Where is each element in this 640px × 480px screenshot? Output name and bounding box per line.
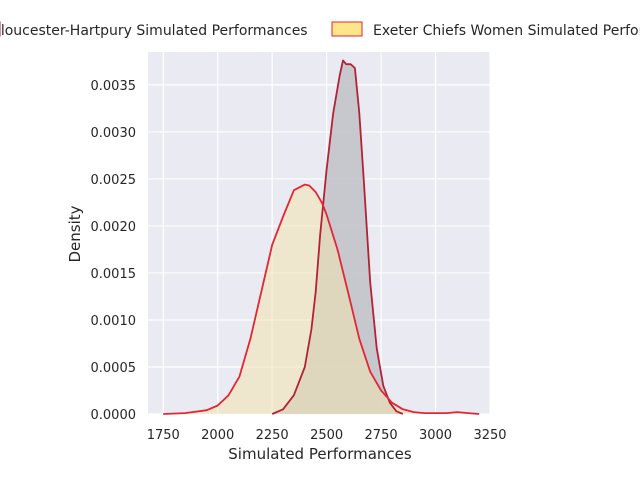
series-line-1	[163, 183, 480, 415]
y-axis-label: Density	[66, 205, 84, 262]
x-axis-label: Simulated Performances	[228, 445, 412, 463]
series-area-1	[163, 184, 480, 414]
x-tick-label: 3250	[473, 428, 506, 443]
x-tick-label: 2000	[201, 428, 234, 443]
x-axis-ticks: 1750 2000 2250 2500 2750 3000 3250	[147, 428, 507, 443]
y-tick-label: 0.0000	[91, 408, 137, 423]
y-tick-label: 0.0005	[91, 361, 137, 376]
y-tick-label: 0.0010	[91, 314, 137, 329]
y-tick-label: 0.0015	[91, 267, 137, 282]
series-area-0	[272, 60, 403, 414]
x-tick-label: 3000	[419, 428, 452, 443]
density-series	[163, 59, 480, 415]
x-tick-label: 1750	[147, 428, 180, 443]
y-tick-label: 0.0035	[91, 79, 137, 94]
legend: Gloucester-Hartpury Simulated Performanc…	[0, 21, 640, 39]
x-tick-label: 2250	[256, 428, 289, 443]
legend-label-exeter: Exeter Chiefs Women Simulated Performanc…	[373, 23, 640, 39]
y-axis-ticks: 0.0000 0.0005 0.0010 0.0015 0.0020 0.0025 0.00…	[91, 79, 137, 423]
y-tick-label: 0.0025	[91, 173, 137, 188]
series-line-0	[271, 59, 404, 415]
legend-label-gloucester: Gloucester-Hartpury Simulated Performanc…	[0, 23, 308, 39]
legend-swatch-exeter	[331, 21, 363, 37]
y-tick-label: 0.0030	[91, 126, 137, 141]
x-tick-label: 2500	[310, 428, 343, 443]
x-tick-label: 2750	[365, 428, 398, 443]
y-tick-label: 0.0020	[91, 220, 137, 235]
